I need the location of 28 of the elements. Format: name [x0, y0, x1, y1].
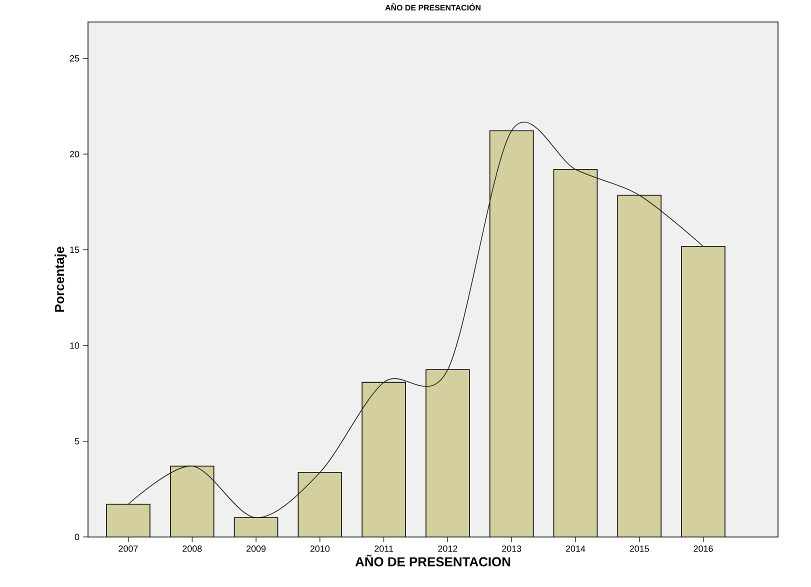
- x-tick-label: 2008: [182, 546, 202, 552]
- y-tick-label: 10: [70, 342, 80, 349]
- bar: [618, 195, 662, 537]
- bar: [554, 169, 598, 537]
- x-tick-label: 2007: [118, 546, 138, 552]
- y-tick-label: 20: [70, 150, 80, 158]
- x-tick-label: 2016: [694, 546, 713, 552]
- bar: [298, 472, 342, 537]
- x-tick-label: 2012: [438, 546, 458, 552]
- y-axis-title: Porcentaje: [54, 246, 67, 312]
- y-tick-label: 0: [74, 534, 80, 540]
- x-tick-label: 2014: [566, 546, 586, 552]
- y-tick-label: 15: [70, 246, 80, 253]
- y-tick-label: 5: [74, 438, 80, 444]
- bar: [106, 504, 150, 537]
- y-tick-label: 25: [70, 55, 80, 62]
- x-tick-label: 2009: [246, 546, 266, 552]
- bar: [490, 130, 534, 537]
- x-axis-title: AÑO DE PRESENTACION: [355, 554, 510, 566]
- bar: [362, 382, 406, 537]
- bar: [234, 518, 278, 537]
- bar: [170, 466, 214, 537]
- bar: [681, 246, 726, 537]
- x-tick-label: 2010: [310, 546, 330, 552]
- bar: [426, 370, 470, 537]
- x-tick-label: 2013: [502, 546, 522, 552]
- x-tick-label: 2011: [374, 546, 394, 552]
- x-tick-label: 2015: [630, 546, 649, 552]
